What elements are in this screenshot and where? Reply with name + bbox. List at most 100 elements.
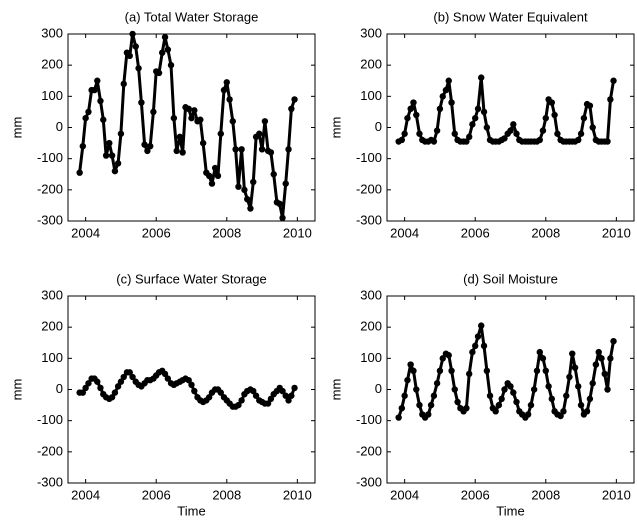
data-point <box>276 200 283 208</box>
data-point <box>164 375 172 382</box>
data-point <box>513 130 520 137</box>
data-point <box>474 333 482 340</box>
y-tick-label: -200 <box>37 181 63 196</box>
data-point <box>191 387 198 395</box>
data-point <box>480 342 488 350</box>
data-point <box>395 414 402 421</box>
data-point <box>554 130 561 137</box>
data-point <box>513 398 520 406</box>
x-tick-label: 2006 <box>461 487 490 502</box>
data-point <box>226 96 233 103</box>
x-tick-label: 2006 <box>461 225 490 240</box>
data-point <box>416 130 423 137</box>
data-point <box>279 387 286 395</box>
data-point <box>211 164 219 172</box>
data-point <box>601 370 608 378</box>
y-tick-label: -300 <box>356 212 382 227</box>
data-point <box>566 373 573 381</box>
data-point <box>586 102 594 109</box>
y-axis-label: mm <box>328 117 343 139</box>
x-tick-label: 2008 <box>212 225 241 240</box>
y-tick-label: 200 <box>360 57 382 72</box>
data-point <box>545 383 552 390</box>
data-point <box>398 136 406 144</box>
data-point <box>261 118 269 125</box>
data-point <box>291 96 298 103</box>
data-point <box>267 149 275 156</box>
data-point <box>492 408 499 415</box>
data-point <box>430 138 438 145</box>
data-point <box>448 367 455 374</box>
data-point <box>220 86 228 94</box>
x-axis-label: Time <box>496 503 524 518</box>
data-point <box>439 355 446 362</box>
data-point <box>413 386 420 393</box>
y-tick-label: -300 <box>37 474 63 489</box>
data-point <box>469 121 476 128</box>
x-tick-label: 2004 <box>71 225 100 240</box>
data-point <box>551 111 558 119</box>
data-point <box>607 96 614 103</box>
data-point <box>507 383 514 390</box>
y-axis-label: mm <box>328 379 343 401</box>
data-point <box>126 369 133 376</box>
data-point <box>410 367 417 374</box>
data-point <box>401 392 408 399</box>
data-point <box>205 172 213 180</box>
data-point <box>191 107 198 114</box>
y-tick-label: -100 <box>37 412 63 427</box>
data-point <box>575 383 582 390</box>
data-point <box>501 386 508 393</box>
data-point <box>598 355 605 362</box>
y-tick-label: 100 <box>41 350 63 365</box>
data-point <box>442 86 450 94</box>
data-point <box>252 392 260 399</box>
data-point <box>141 141 148 148</box>
x-tick-label: 2008 <box>531 487 560 502</box>
data-point <box>610 337 617 345</box>
data-point <box>147 143 154 150</box>
data-point <box>79 389 87 396</box>
y-tick-label: -100 <box>37 150 63 165</box>
data-point <box>483 367 491 374</box>
data-point <box>575 136 582 144</box>
data-point <box>94 77 101 84</box>
x-tick-label: 2004 <box>390 487 419 502</box>
data-point <box>398 405 406 412</box>
data-point <box>229 118 236 125</box>
data-point <box>478 322 485 329</box>
data-point <box>536 136 543 144</box>
data-point <box>164 46 172 53</box>
data-point <box>238 146 245 153</box>
data-point <box>474 105 482 113</box>
x-tick-label: 2010 <box>602 225 631 240</box>
data-point <box>580 114 588 122</box>
data-point <box>539 355 547 362</box>
data-point <box>436 367 444 374</box>
y-tick-label: 100 <box>41 88 63 103</box>
data-point <box>270 171 277 178</box>
data-line <box>78 32 296 220</box>
y-tick-label: -200 <box>37 443 63 458</box>
y-tick-label: 0 <box>56 381 63 396</box>
data-point <box>577 130 585 137</box>
data-point <box>117 130 125 137</box>
data-point <box>533 367 541 374</box>
y-tick-label: 300 <box>41 25 63 40</box>
x-tick-label: 2010 <box>283 225 312 240</box>
x-tick-label: 2004 <box>390 225 419 240</box>
y-tick-label: 300 <box>360 287 382 302</box>
data-point <box>539 127 547 134</box>
data-point <box>214 172 222 180</box>
y-tick-label: -300 <box>356 474 382 489</box>
data-point <box>463 138 470 145</box>
data-point <box>126 52 133 60</box>
data-point <box>483 124 491 131</box>
data-point <box>469 348 476 356</box>
data-point <box>595 348 602 356</box>
data-point <box>217 389 224 396</box>
data-point <box>404 376 411 384</box>
data-point <box>97 97 104 105</box>
data-point <box>430 392 438 399</box>
data-point <box>188 114 195 122</box>
